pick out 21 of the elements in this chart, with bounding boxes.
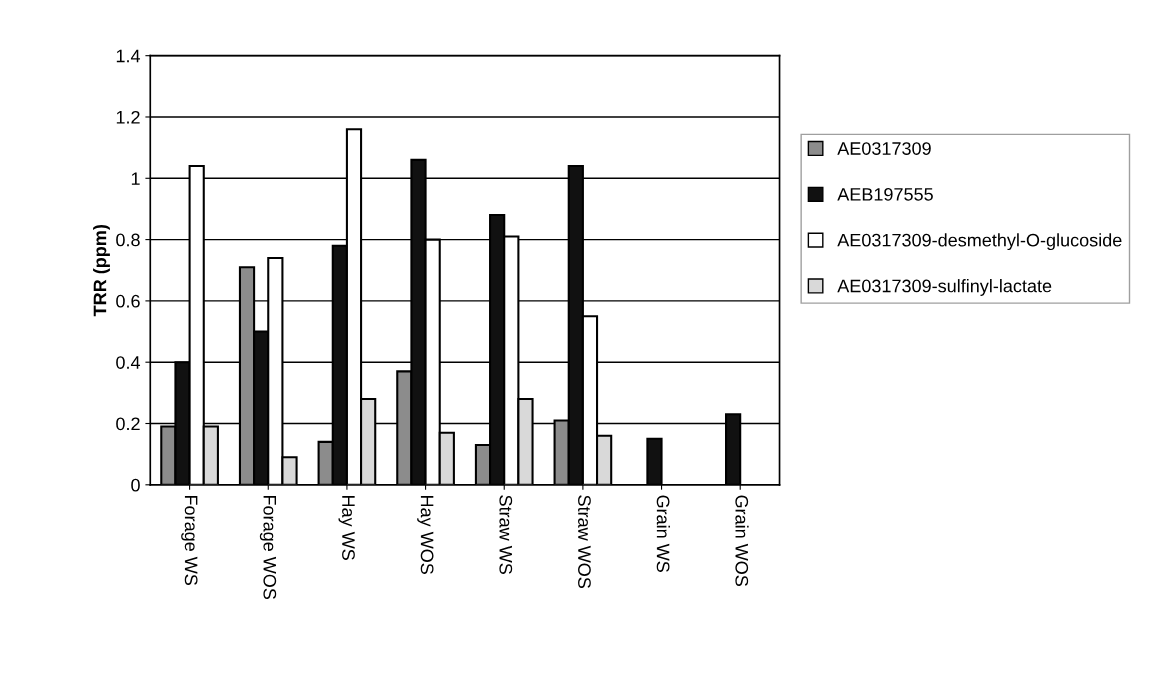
y-tick-label: 0.2 <box>116 417 140 431</box>
x-tick-label: Straw WOS <box>578 495 591 588</box>
legend-label: AE0317309 <box>837 142 931 155</box>
y-axis-title: TRR (ppm) <box>93 225 110 317</box>
legend-label: AE0317309-desmethyl-O-glucoside <box>837 233 1122 251</box>
x-tick-label: Grain WOS <box>735 495 749 586</box>
legend-label: AE0317309-sulfinyl-lactate <box>837 279 1052 296</box>
y-tick-label: 1.2 <box>116 110 140 124</box>
y-tick-label: 0.8 <box>116 233 140 247</box>
x-tick-label: Grain WS <box>656 495 670 572</box>
x-tick-label: Hay WOS <box>417 496 434 574</box>
y-tick-label: 0.4 <box>116 356 141 369</box>
y-tick-label: 0 <box>131 478 140 492</box>
x-tick-label: Forage WOS <box>259 496 277 600</box>
x-tick-label: Forage WS <box>181 496 198 586</box>
x-tick-label: Hay WS <box>338 496 355 560</box>
y-tick-label: 1.4 <box>116 49 141 63</box>
legend-label: AEB197555 <box>837 187 933 201</box>
x-tick-label: Straw WS <box>499 495 513 574</box>
y-tick-label: 0.6 <box>116 294 140 308</box>
y-tick-label: 1 <box>131 172 140 185</box>
